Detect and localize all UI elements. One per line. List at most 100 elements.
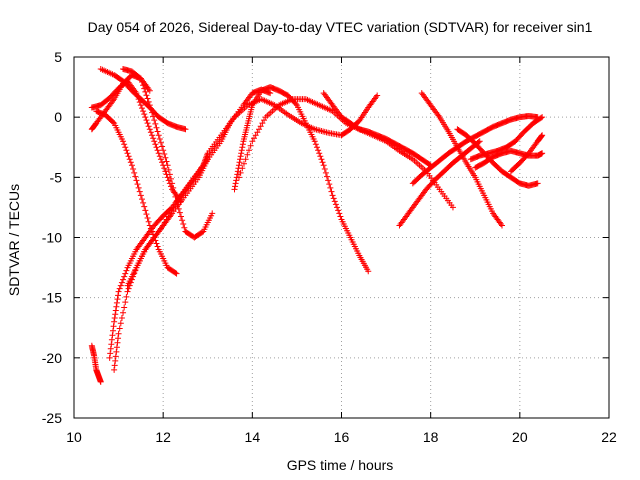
- data-point-marker: [165, 177, 172, 184]
- data-point-marker: [232, 183, 239, 190]
- data-point-marker: [174, 202, 181, 209]
- data-point-marker: [236, 159, 243, 166]
- data-point-marker: [111, 366, 118, 373]
- data-point-marker: [151, 234, 158, 241]
- data-point-marker: [180, 220, 187, 227]
- data-point-marker: [114, 339, 121, 346]
- data-point-marker: [245, 147, 252, 154]
- data-point-marker: [137, 192, 144, 199]
- y-tick-label: -15: [42, 290, 62, 306]
- data-point-marker: [251, 135, 258, 142]
- data-point-marker: [238, 150, 245, 157]
- data-point-marker: [162, 154, 169, 161]
- data-point-marker: [115, 335, 122, 342]
- x-tick-label: 18: [423, 429, 439, 445]
- data-point-marker: [199, 229, 206, 236]
- data-point-marker: [329, 192, 336, 199]
- data-point-marker: [153, 124, 160, 131]
- series-arc15: [396, 138, 483, 229]
- data-point-marker: [539, 114, 546, 121]
- series-arc12: [320, 90, 434, 169]
- data-point-marker: [234, 168, 241, 175]
- data-point-marker: [114, 296, 121, 303]
- data-point-marker: [146, 126, 153, 133]
- data-point-marker: [311, 138, 318, 145]
- data-point-marker: [144, 214, 151, 221]
- data-point-marker: [257, 123, 264, 130]
- data-point-marker: [167, 183, 174, 190]
- data-point-marker: [239, 141, 246, 148]
- data-point-marker: [259, 120, 266, 127]
- data-point-marker: [111, 362, 118, 369]
- data-point-marker: [334, 204, 341, 211]
- data-point-marker: [317, 153, 324, 160]
- data-point-marker: [142, 88, 149, 95]
- data-point-marker: [144, 95, 151, 102]
- data-point-marker: [135, 184, 142, 191]
- data-point-marker: [122, 299, 129, 306]
- data-point-marker: [121, 304, 128, 311]
- x-axis-label: GPS time / hours: [287, 457, 394, 473]
- data-point-marker: [155, 150, 162, 157]
- chart-title: Day 054 of 2026, Sidereal Day-to-day VTE…: [88, 19, 593, 35]
- data-point-marker: [539, 150, 546, 157]
- data-point-marker: [151, 117, 158, 124]
- data-point-marker: [149, 132, 156, 139]
- x-tick-label: 16: [334, 429, 350, 445]
- data-point-marker: [337, 213, 344, 220]
- data-point-marker: [134, 93, 141, 100]
- data-point-marker: [449, 204, 456, 211]
- data-point-marker: [179, 217, 186, 224]
- data-point-marker: [249, 138, 256, 145]
- data-point-marker: [162, 168, 169, 175]
- data-point-marker: [135, 96, 142, 103]
- data-point-marker: [122, 144, 129, 151]
- data-point-marker: [328, 188, 335, 195]
- data-point-marker: [365, 268, 372, 275]
- data-point-marker: [138, 105, 145, 112]
- data-point-marker: [538, 114, 545, 121]
- data-point-marker: [111, 318, 118, 325]
- data-point-marker: [166, 210, 173, 217]
- data-point-marker: [112, 353, 119, 360]
- data-point-marker: [123, 267, 130, 274]
- data-point-marker: [128, 162, 135, 169]
- y-tick-label: 5: [54, 49, 62, 65]
- series-arc19: [472, 147, 546, 171]
- data-point-marker: [242, 156, 249, 163]
- data-point-marker: [171, 201, 178, 208]
- data-point-marker: [330, 195, 337, 202]
- data-point-marker: [143, 211, 150, 218]
- data-point-marker: [140, 108, 147, 115]
- data-point-marker: [134, 181, 141, 188]
- data-point-marker: [145, 218, 152, 225]
- data-point-marker: [130, 166, 137, 173]
- data-point-marker: [534, 180, 541, 187]
- data-point-marker: [335, 207, 342, 214]
- data-point-marker: [120, 276, 127, 283]
- y-axis-label: SDTVAR / TECUs: [6, 184, 22, 296]
- data-point-marker: [163, 158, 170, 165]
- data-point-marker: [136, 99, 143, 106]
- data-point-marker: [235, 174, 242, 181]
- data-point-marker: [145, 123, 152, 130]
- data-point-marker: [150, 231, 157, 238]
- data-point-marker: [240, 160, 247, 167]
- data-point-marker: [374, 92, 381, 99]
- data-point-marker: [238, 147, 245, 154]
- data-point-marker: [331, 198, 338, 205]
- data-point-marker: [97, 378, 104, 385]
- data-point-marker: [163, 171, 170, 178]
- data-point-marker: [160, 222, 167, 229]
- data-point-marker: [476, 138, 483, 145]
- data-point-marker: [164, 174, 171, 181]
- data-point-marker: [172, 269, 179, 276]
- x-tick-label: 20: [512, 429, 528, 445]
- data-point-marker: [153, 144, 160, 151]
- data-point-marker: [124, 288, 131, 295]
- y-tick-label: -10: [42, 230, 62, 246]
- data-point-marker: [140, 199, 147, 206]
- data-point-marker: [120, 309, 127, 316]
- data-point-marker: [166, 180, 173, 187]
- y-tick-label: 0: [54, 109, 62, 125]
